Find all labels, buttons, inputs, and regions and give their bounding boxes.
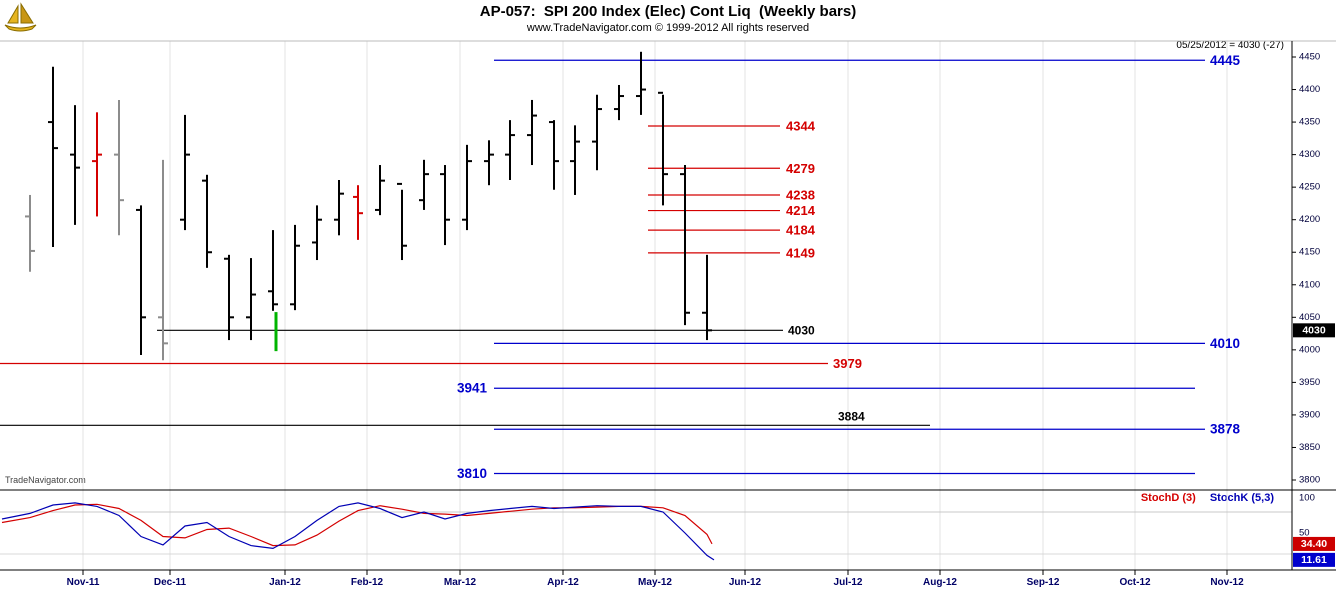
stochd-value-badge xyxy=(1293,536,1335,551)
price-axis-label: 4300 xyxy=(1299,149,1320,160)
price-axis-label: 3900 xyxy=(1299,409,1320,420)
month-label[interactable]: Apr-12 xyxy=(547,577,579,588)
month-label[interactable]: Mar-12 xyxy=(444,577,477,588)
last-price-badge xyxy=(1293,323,1335,338)
level-label-4279: 4279 xyxy=(786,161,815,176)
stoch-axis-label: 50 xyxy=(1299,528,1310,539)
month-label[interactable]: Aug-12 xyxy=(923,577,957,588)
level-label-3941: 3941 xyxy=(457,381,488,396)
month-label[interactable]: Jan-12 xyxy=(269,577,301,588)
stochd-line xyxy=(1,503,713,547)
watermark-text: TradeNavigator.com xyxy=(5,475,86,485)
level-label-3979: 3979 xyxy=(833,356,862,371)
month-label[interactable]: Jul-12 xyxy=(834,577,863,588)
price-axis-label: 4400 xyxy=(1299,84,1320,95)
price-axis-label: 3850 xyxy=(1299,442,1320,453)
month-label[interactable]: Feb-12 xyxy=(351,577,384,588)
stochk-legend-label[interactable]: StochK (5,3) xyxy=(1209,492,1274,504)
month-label[interactable]: Nov-11 xyxy=(67,577,100,588)
level-label-3878: 3878 xyxy=(1210,422,1241,437)
price-axis-label: 4000 xyxy=(1299,344,1320,355)
month-label[interactable]: Oct-12 xyxy=(1119,577,1151,588)
price-axis-label: 4050 xyxy=(1299,312,1320,323)
price-axis-label: 3950 xyxy=(1299,377,1320,388)
level-label-4214: 4214 xyxy=(786,203,816,218)
chart-copyright: www.TradeNavigator.com © 1999-2012 All r… xyxy=(526,22,810,34)
trade-navigator-logo xyxy=(2,2,40,37)
price-axis-label: 4200 xyxy=(1299,214,1320,225)
price-axis-label: 4350 xyxy=(1299,117,1320,128)
stochd-value-badge-text: 34.40 xyxy=(1301,538,1327,550)
level-label-4445: 4445 xyxy=(1210,53,1241,68)
level-label-4010: 4010 xyxy=(1210,336,1240,351)
level-label-3810: 3810 xyxy=(457,466,487,481)
month-label[interactable]: Dec-11 xyxy=(154,577,187,588)
last-bar-datestamp: 05/25/2012 = 4030 (-27) xyxy=(1176,40,1284,51)
level-label-4030: 4030 xyxy=(788,323,815,337)
stochk-value-badge-text: 11.61 xyxy=(1301,554,1327,566)
price-axis-label: 4150 xyxy=(1299,247,1320,258)
month-label[interactable]: May-12 xyxy=(638,577,672,588)
stochastic-legend: StochD (3) StochK (5,3) xyxy=(1141,492,1274,504)
level-label-3884: 3884 xyxy=(838,409,865,423)
month-label[interactable]: Nov-12 xyxy=(1210,577,1244,588)
price-axis-label: 4250 xyxy=(1299,182,1320,193)
stochd-legend-label[interactable]: StochD (3) xyxy=(1140,492,1196,504)
stochk-value-badge xyxy=(1293,552,1335,567)
price-axis-label: 4450 xyxy=(1299,52,1320,63)
stoch-axis-label: 100 xyxy=(1299,493,1315,504)
price-axis-label: 3800 xyxy=(1299,475,1320,486)
month-label[interactable]: Jun-12 xyxy=(729,577,762,588)
chart-title: AP-057: SPI 200 Index (Elec) Cont Liq (W… xyxy=(479,3,857,20)
month-label[interactable]: Sep-12 xyxy=(1027,577,1060,588)
stochk-line xyxy=(1,502,715,561)
level-label-4184: 4184 xyxy=(786,223,816,238)
level-label-4149: 4149 xyxy=(786,245,815,260)
price-axis-label: 4100 xyxy=(1299,279,1320,290)
level-label-4344: 4344 xyxy=(786,118,816,133)
level-label-4238: 4238 xyxy=(786,187,815,202)
last-price-badge-text: 4030 xyxy=(1302,324,1326,336)
